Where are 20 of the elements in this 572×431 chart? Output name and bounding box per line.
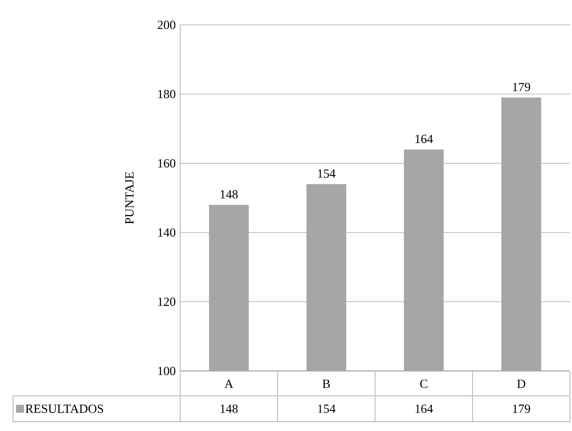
x-tick-label: B	[322, 380, 330, 388]
text: 148	[220, 190, 238, 199]
y-tick-label: 200	[158, 20, 176, 30]
y-tick-label: 140	[158, 228, 176, 237]
data-label: 154	[318, 404, 336, 414]
data-label: 164	[416, 404, 433, 414]
y-tick-label: 160	[158, 159, 176, 168]
y-axis-title: PUNTAJE	[125, 172, 134, 224]
text: 154	[318, 170, 336, 178]
data-label: 148	[220, 404, 238, 414]
data-label: 179	[513, 404, 530, 414]
text: 164	[416, 134, 433, 144]
x-tick-label: A	[224, 380, 234, 388]
legend-label: RESULTADOS	[26, 404, 104, 414]
x-tick-label: D	[517, 380, 526, 388]
x-tick-label: C	[420, 380, 428, 388]
y-tick-label: 120	[158, 298, 176, 306]
y-tick-label: 180	[158, 90, 176, 98]
y-tick-label: 100	[158, 366, 176, 376]
text: 179	[513, 83, 530, 92]
